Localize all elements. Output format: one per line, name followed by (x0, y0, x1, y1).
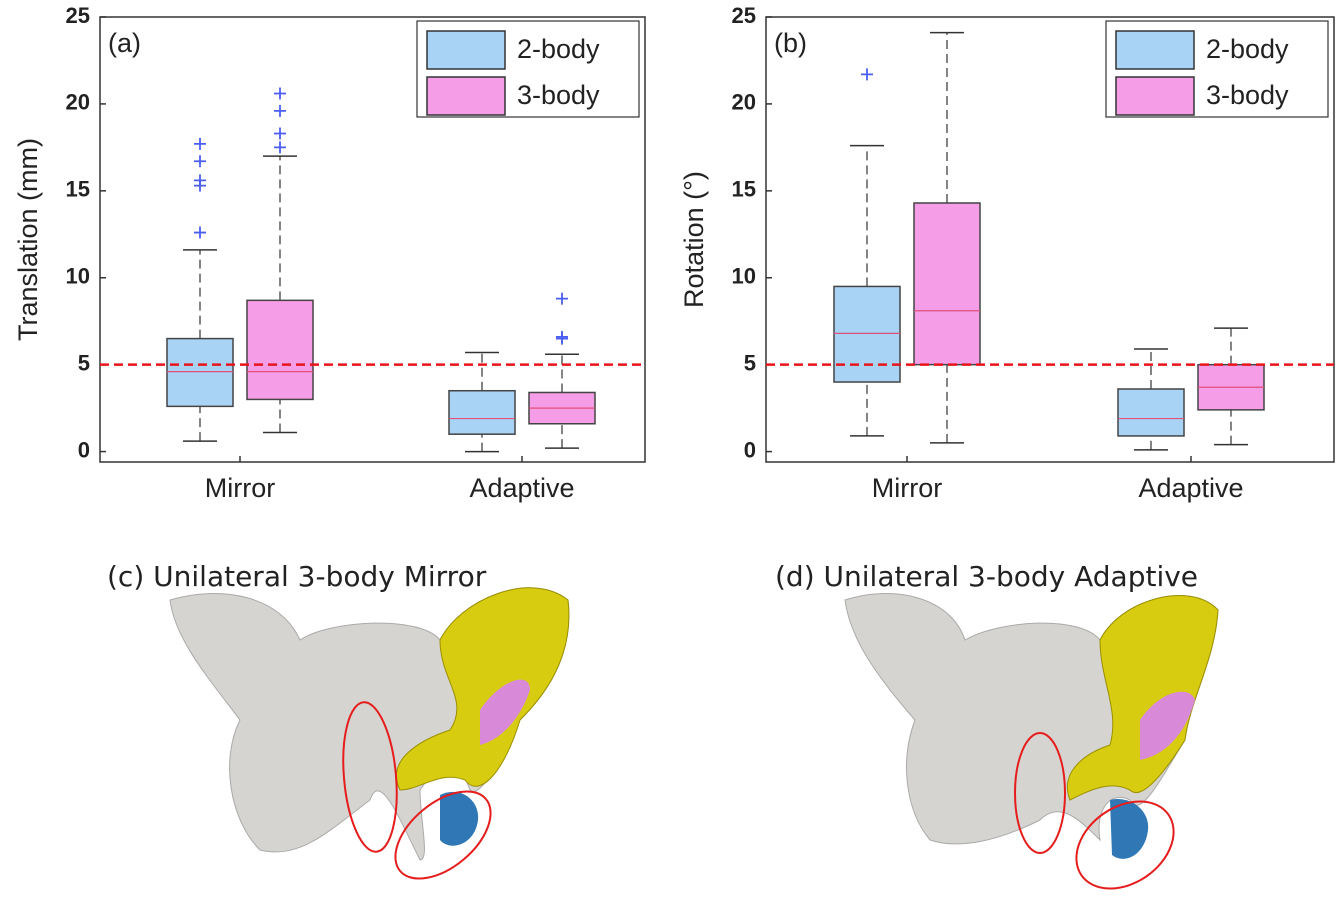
outlier (556, 331, 568, 343)
outlier (274, 105, 286, 117)
y-tick-label: 10 (66, 264, 90, 289)
legend-label: 2-body (1206, 34, 1289, 64)
outlier (274, 141, 286, 153)
y-tick-label: 0 (744, 437, 756, 462)
box (1118, 389, 1184, 436)
legend-swatch (427, 77, 505, 115)
outlier (194, 174, 206, 186)
y-tick-label: 5 (744, 350, 756, 375)
x-tick-label: Adaptive (1138, 473, 1243, 503)
legend-swatch (427, 31, 505, 69)
panel-label: (a) (108, 28, 141, 58)
y-tick-label: 0 (78, 437, 90, 462)
box (449, 391, 515, 434)
y-axis-label: Rotation (°) (679, 171, 709, 308)
legend-label: 3-body (517, 80, 600, 110)
legend-label: 3-body (1206, 80, 1289, 110)
y-tick-label: 25 (732, 3, 756, 28)
y-tick-label: 20 (732, 90, 756, 115)
y-tick-label: 25 (66, 3, 90, 28)
x-tick-label: Mirror (872, 473, 942, 503)
outlier (194, 227, 206, 239)
y-tick-label: 5 (78, 350, 90, 375)
outlier (194, 155, 206, 167)
panel-title: (c) Unilateral 3-body Mirror (107, 560, 487, 593)
y-tick-label: 15 (732, 177, 756, 202)
y-tick-label: 10 (732, 264, 756, 289)
y-axis-label: Translation (mm) (13, 138, 43, 341)
panel-title: (d) Unilateral 3-body Adaptive (775, 560, 1198, 593)
panel-label: (b) (774, 28, 807, 58)
outlier (194, 138, 206, 150)
y-tick-label: 20 (66, 90, 90, 115)
figure: (c) Unilateral 3-body Mirror (d) Unilate… (0, 0, 1340, 897)
outlier (274, 127, 286, 139)
outlier (861, 68, 873, 80)
box (167, 339, 233, 407)
outlier (274, 87, 286, 99)
legend-swatch (1116, 31, 1194, 69)
legend-swatch (1116, 77, 1194, 115)
box (914, 203, 980, 365)
x-tick-label: Mirror (205, 473, 275, 503)
pelvis-adaptive (845, 593, 1218, 897)
pelvis-mirror (170, 588, 569, 896)
x-tick-label: Adaptive (469, 473, 574, 503)
box (247, 300, 313, 399)
box (834, 286, 900, 382)
legend-label: 2-body (517, 34, 600, 64)
y-tick-label: 15 (66, 177, 90, 202)
outlier (556, 293, 568, 305)
